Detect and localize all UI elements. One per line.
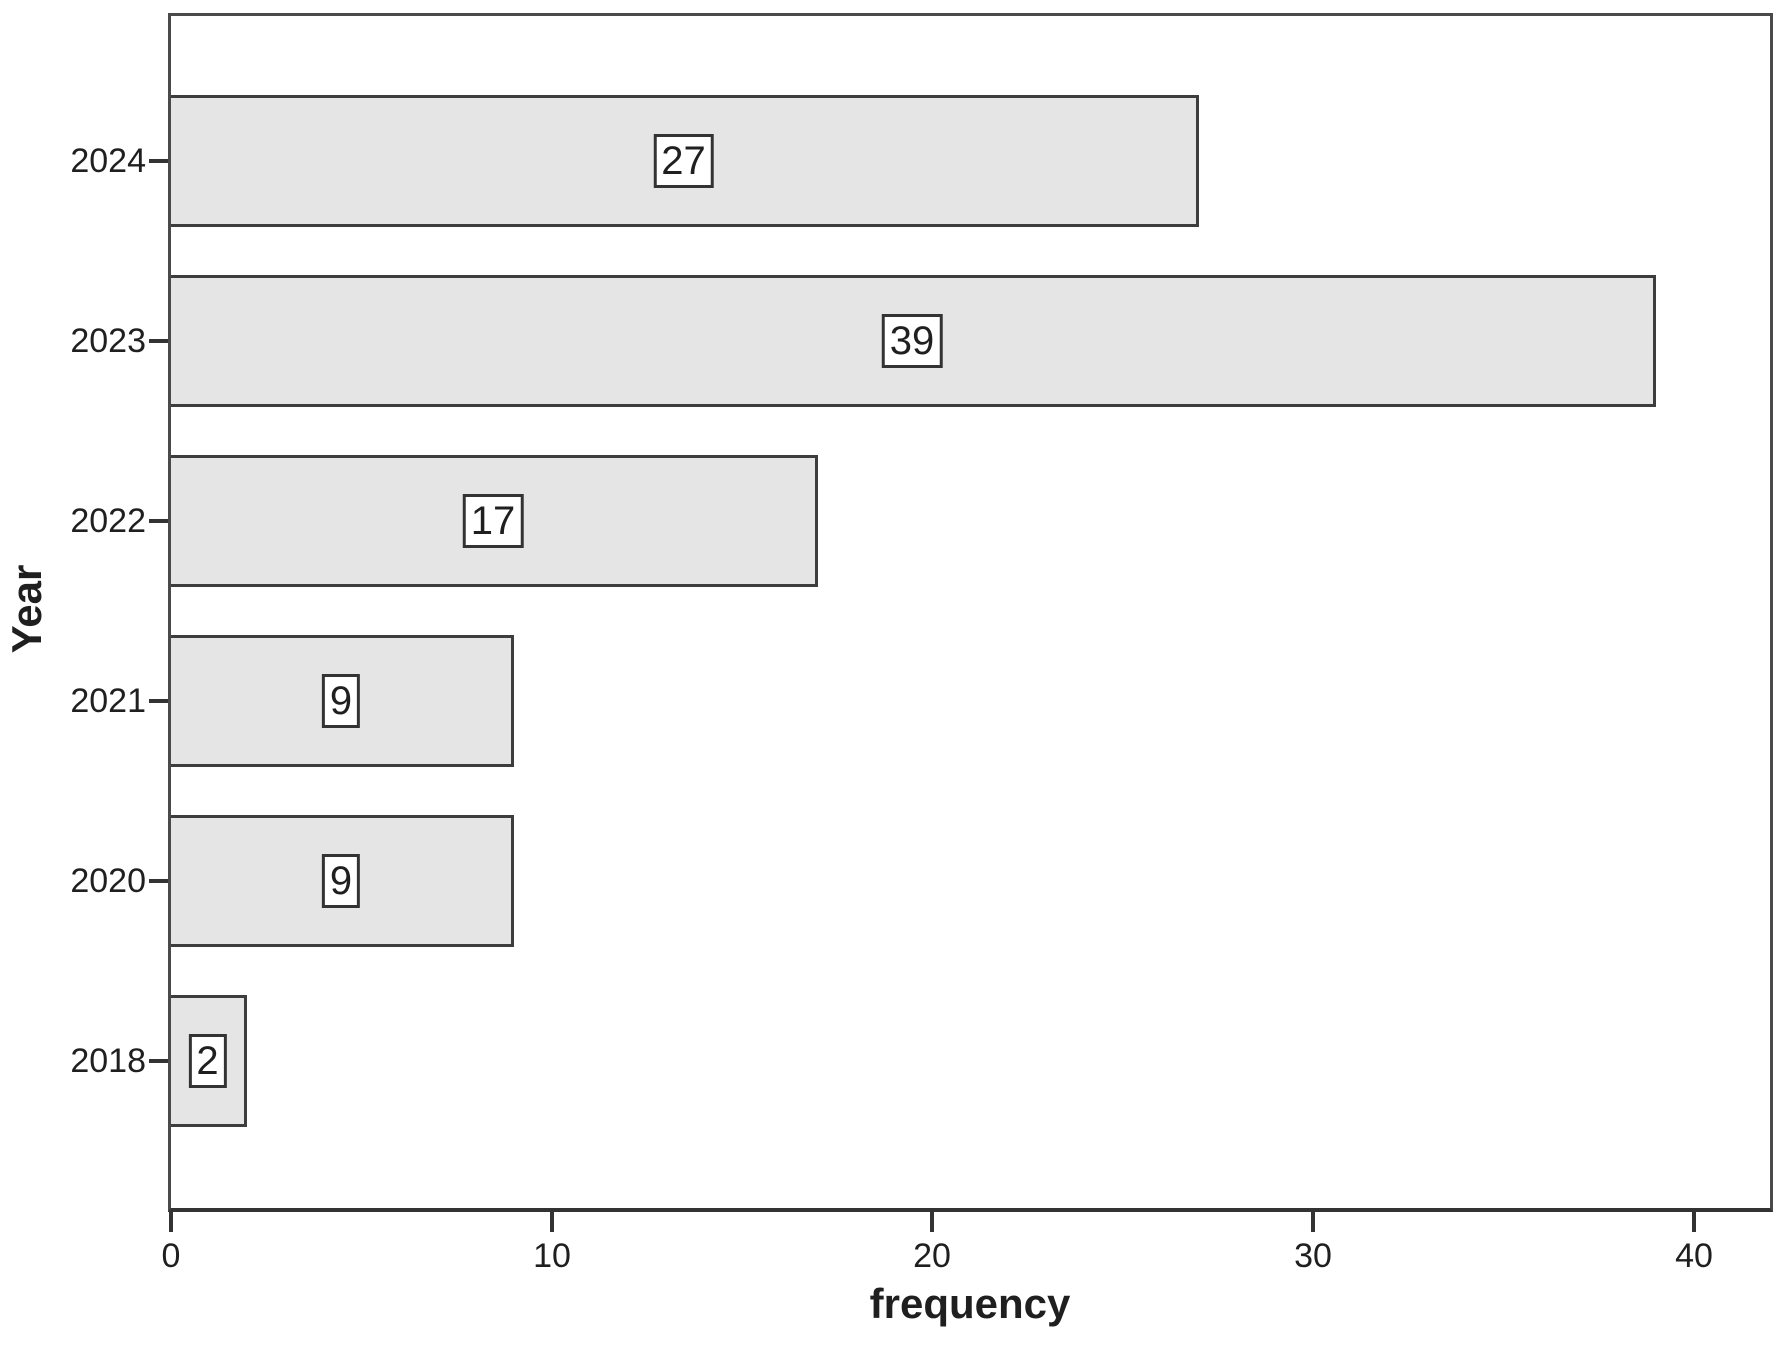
bar-value-label: 2 — [188, 1034, 227, 1088]
y-tick-mark — [149, 339, 168, 343]
bar-value-label: 39 — [881, 314, 943, 368]
bar-2023: 39 — [171, 275, 1656, 407]
y-tick-label: 2021 — [70, 682, 146, 720]
x-tick-mark — [169, 1212, 173, 1232]
x-tick-label: 10 — [533, 1237, 571, 1275]
y-tick-label: 2022 — [70, 502, 146, 540]
y-tick-label: 2024 — [70, 142, 146, 180]
bar-value-label: 9 — [321, 674, 361, 728]
x-tick-mark — [550, 1212, 554, 1232]
x-tick-mark — [930, 1212, 934, 1232]
y-tick-label: 2018 — [70, 1042, 146, 1080]
y-tick-mark — [149, 699, 168, 703]
y-tick-mark — [149, 159, 168, 163]
y-tick-mark — [149, 519, 168, 523]
x-tick-label: 40 — [1675, 1237, 1713, 1275]
bar-2021: 9 — [171, 635, 514, 767]
x-tick-label: 30 — [1294, 1237, 1332, 1275]
y-axis-title: Year — [3, 564, 50, 654]
plot-area: 27 39 17 9 9 2 — [168, 13, 1773, 1212]
bar-2020: 9 — [171, 815, 514, 947]
x-tick-label: 0 — [161, 1237, 181, 1275]
x-tick-mark — [1311, 1212, 1315, 1232]
x-tick-mark — [1692, 1212, 1696, 1232]
bar-2018: 2 — [171, 995, 247, 1127]
y-tick-mark — [149, 879, 168, 883]
bar-value-label: 27 — [653, 134, 714, 188]
bar-2022: 17 — [171, 455, 818, 587]
y-tick-label: 2020 — [70, 862, 146, 900]
y-tick-mark — [149, 1059, 168, 1063]
x-tick-label: 20 — [913, 1237, 951, 1275]
bar-2024: 27 — [171, 95, 1199, 227]
bar-value-label: 9 — [321, 854, 361, 908]
y-tick-label: 2023 — [70, 322, 146, 360]
bar-value-label: 17 — [462, 494, 524, 548]
x-axis-title: frequency — [869, 1280, 1071, 1327]
